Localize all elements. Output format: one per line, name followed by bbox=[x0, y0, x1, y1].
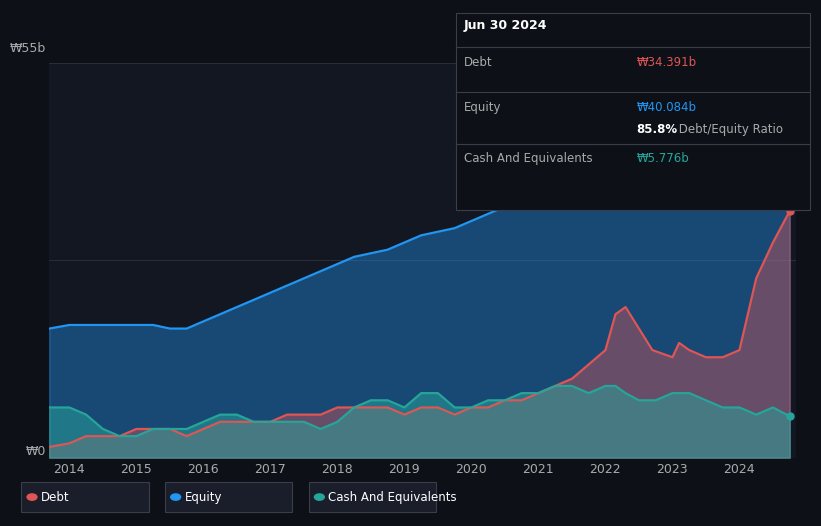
Text: Debt: Debt bbox=[41, 491, 70, 503]
Text: Jun 30 2024: Jun 30 2024 bbox=[464, 19, 548, 33]
Text: ₩0: ₩0 bbox=[25, 444, 45, 458]
Text: Cash And Equivalents: Cash And Equivalents bbox=[328, 491, 457, 503]
Text: Debt: Debt bbox=[464, 56, 493, 69]
Text: Equity: Equity bbox=[464, 101, 502, 114]
Text: Debt/Equity Ratio: Debt/Equity Ratio bbox=[675, 123, 783, 136]
Text: Equity: Equity bbox=[185, 491, 222, 503]
Text: ₩55b: ₩55b bbox=[9, 42, 45, 55]
Text: ₩5.776b: ₩5.776b bbox=[636, 152, 689, 165]
Text: ₩34.391b: ₩34.391b bbox=[636, 56, 696, 69]
Text: ₩40.084b: ₩40.084b bbox=[636, 101, 696, 114]
Text: 85.8%: 85.8% bbox=[636, 123, 677, 136]
Text: Cash And Equivalents: Cash And Equivalents bbox=[464, 152, 593, 165]
